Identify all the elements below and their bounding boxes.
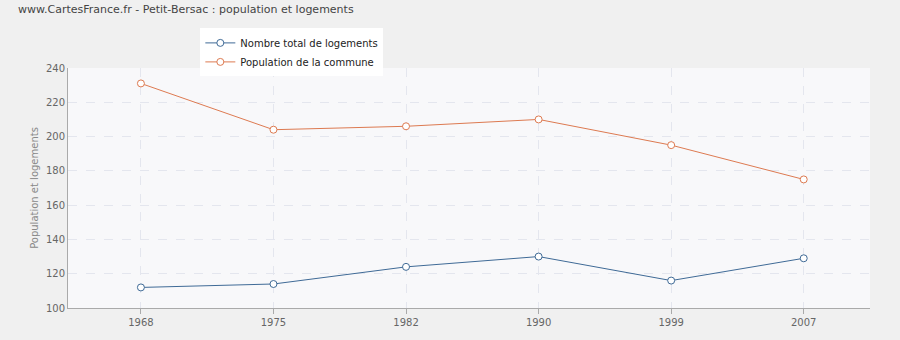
svg-text:www.CartesFrance.fr - Petit-Be: www.CartesFrance.fr - Petit-Bersac : pop… bbox=[18, 3, 354, 16]
svg-text:Population de la commune: Population de la commune bbox=[240, 57, 373, 68]
svg-text:Population et logements: Population et logements bbox=[29, 127, 40, 249]
svg-text:200: 200 bbox=[46, 131, 65, 142]
svg-text:Nombre total de logements: Nombre total de logements bbox=[240, 38, 377, 49]
svg-text:1990: 1990 bbox=[526, 317, 551, 328]
svg-text:2007: 2007 bbox=[791, 317, 816, 328]
svg-text:1975: 1975 bbox=[261, 317, 286, 328]
svg-text:220: 220 bbox=[46, 97, 65, 108]
svg-text:240: 240 bbox=[46, 63, 65, 74]
svg-text:140: 140 bbox=[46, 234, 65, 245]
svg-text:100: 100 bbox=[46, 303, 65, 314]
svg-text:160: 160 bbox=[46, 200, 65, 211]
svg-text:180: 180 bbox=[46, 165, 65, 176]
svg-text:120: 120 bbox=[46, 268, 65, 279]
svg-text:1968: 1968 bbox=[128, 317, 153, 328]
svg-text:1999: 1999 bbox=[658, 317, 683, 328]
svg-text:1982: 1982 bbox=[393, 317, 418, 328]
